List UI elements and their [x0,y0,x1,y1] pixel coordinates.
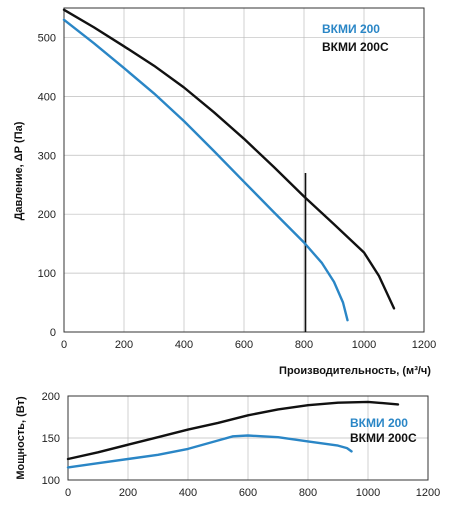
x-tick-label: 200 [119,487,137,499]
x-axis-title: Производительность, (м³/ч) [279,365,431,377]
legend-entry: ВКМИ 200С [350,431,417,445]
x-tick-label: 1200 [412,339,436,351]
y-tick-label: 200 [42,391,60,403]
plot-frame [67,395,429,481]
series-line-vkmi-200 [66,434,353,469]
x-tick-label: 800 [295,339,313,351]
x-tick-label: 400 [179,487,197,499]
y-tick-label: 400 [38,91,56,103]
legend-entry: ВКМИ 200 [322,22,380,36]
y-tick-label: 200 [38,209,56,221]
x-tick-label: 1000 [352,339,376,351]
plot-frame [63,7,425,333]
series-line-vkmi-200c [62,8,396,310]
y-tick-label: 300 [38,150,56,162]
y-tick-label: 100 [42,475,60,487]
x-tick-label: 1200 [416,487,440,499]
legend-entry: ВКМИ 200 [350,416,408,430]
x-tick-label: 0 [61,339,67,351]
power-chart-panel: 0 200 400 600 800 1000 1200 100 150 200 ВКМИ 200ВК… [15,391,440,499]
y-tick-label: 150 [42,433,60,445]
x-tick-label: 0 [65,487,71,499]
y-tick-label: 0 [50,327,56,339]
y-axis-title: Мощность, (Вт) [15,396,27,480]
x-tick-label: 1000 [356,487,380,499]
y-tick-label: 100 [38,268,56,280]
series-line-vkmi-200 [62,18,349,322]
legend-entry: ВКМИ 200С [322,40,389,54]
x-tick-label: 800 [299,487,317,499]
y-axis-title: Давление, ΔР (Па) [13,121,25,220]
x-tick-label: 600 [235,339,253,351]
x-tick-label: 600 [239,487,257,499]
x-tick-label: 400 [175,339,193,351]
x-tick-label: 200 [115,339,133,351]
y-tick-label: 500 [38,32,56,44]
series-line-vkmi-200c [66,400,400,461]
pressure-chart-panel: 0 200 400 600 800 1000 1200 0 100 200 300 400 500 ВКМ… [13,7,436,377]
